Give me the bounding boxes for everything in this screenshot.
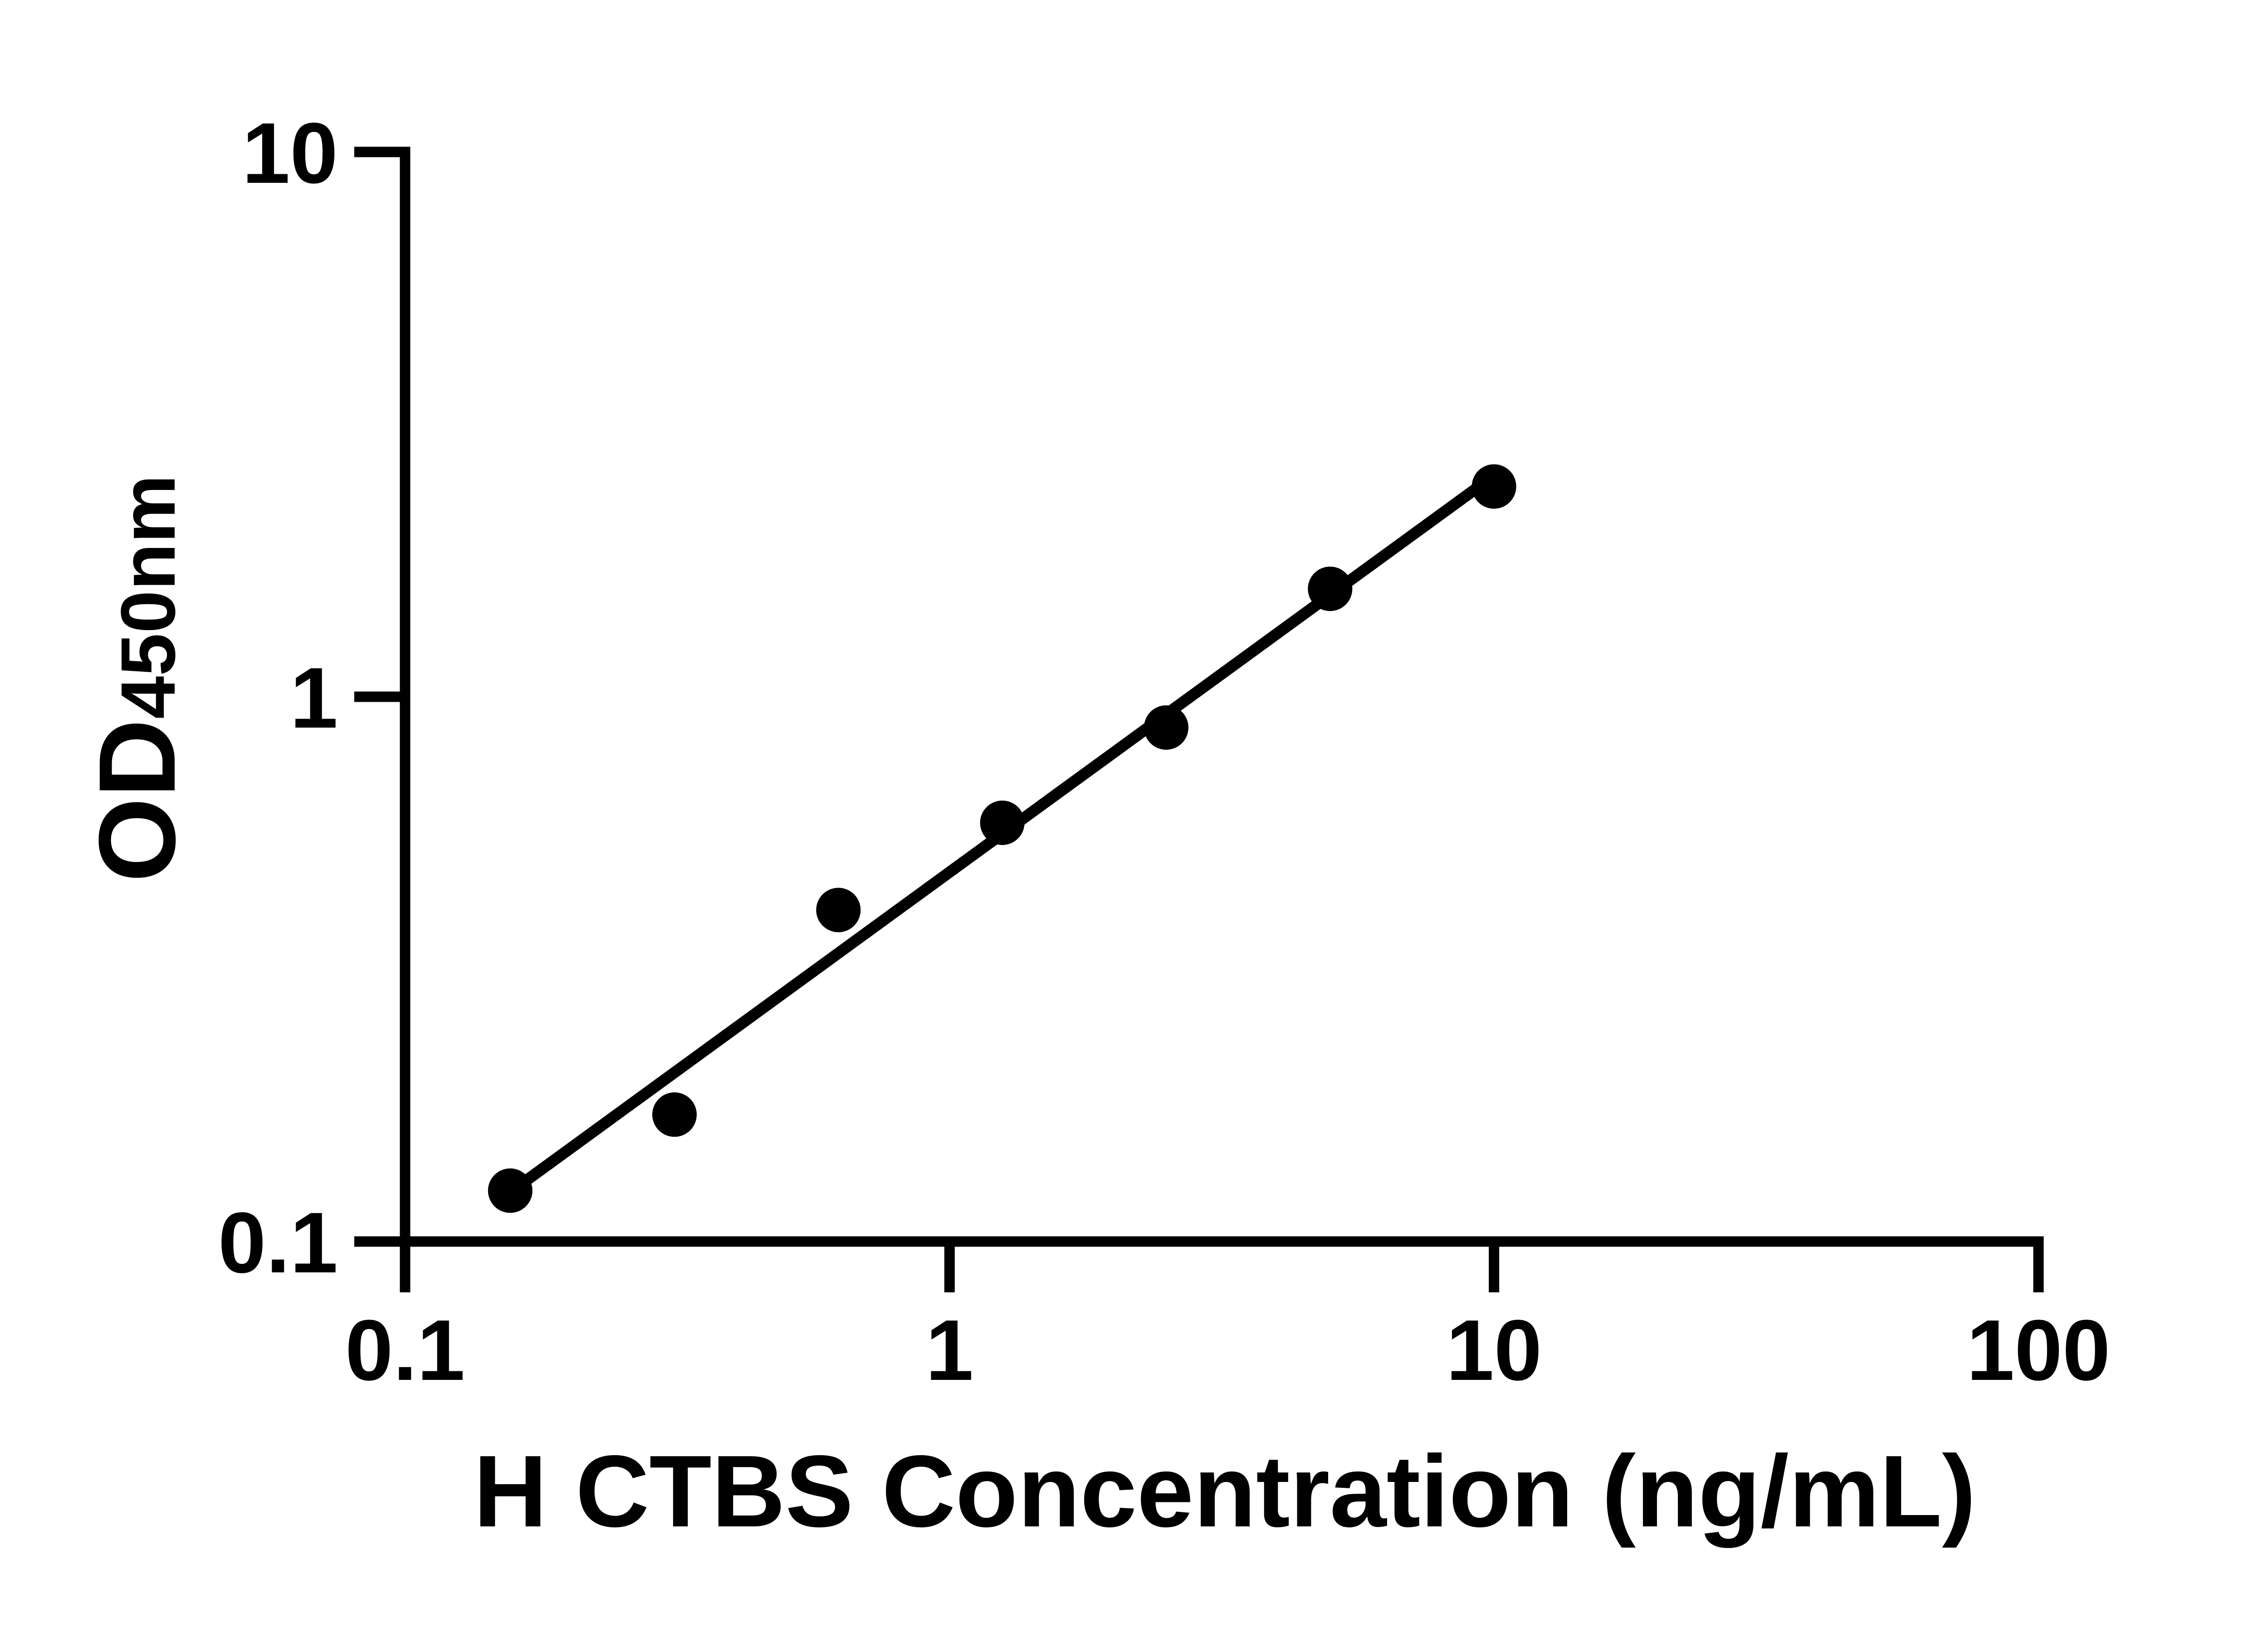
data-point [816,888,861,933]
data-point [1144,705,1188,750]
data-point [488,1168,533,1213]
data-point [652,1092,697,1137]
data-points-group [488,464,1516,1213]
y-axis-title-main: OD [76,719,198,882]
x-tick-label: 10 [1446,1302,1542,1398]
y-axis-title: OD450nm [76,474,198,882]
y-tick-label: 0.1 [218,1195,338,1291]
x-axis-title: H CTBS Concentration (ng/mL) [474,1434,1976,1548]
x-tick-label: 100 [1966,1302,2110,1398]
x-tick-label: 1 [925,1302,973,1398]
y-tick-label: 10 [242,105,338,201]
y-tick-label: 1 [290,650,338,746]
x-tick-label: 0.1 [345,1302,465,1398]
y-axis-ticks: 0.1 1 10 [218,105,405,1291]
data-point [1308,567,1353,611]
y-axis-title-subscript: 450nm [105,474,191,719]
x-axis-ticks: 0.1 1 10 100 [345,1242,2111,1398]
data-point [1471,464,1516,509]
data-point [980,800,1025,845]
